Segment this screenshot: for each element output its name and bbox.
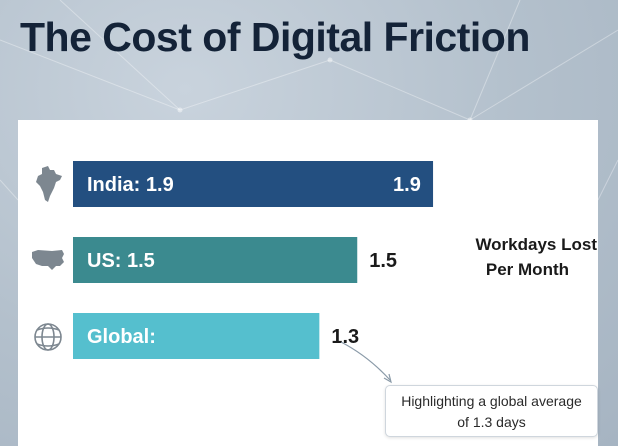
page-title: The Cost of Digital Friction bbox=[20, 14, 530, 60]
bar-chart: India: 1.9 1.9 US: 1.5 1.5 Global: 1.3 bbox=[32, 161, 434, 384]
annotation-arrowhead bbox=[383, 373, 392, 384]
india-map-icon bbox=[36, 166, 62, 202]
annotation-callout: Highlighting a global average of 1.3 day… bbox=[385, 385, 598, 437]
chart-panel: India: 1.9 1.9 US: 1.5 1.5 Global: 1.3 bbox=[18, 120, 598, 446]
series-label-line-2: Per Month bbox=[485, 260, 569, 279]
bar-india bbox=[73, 161, 434, 207]
annotation-line-1: Highlighting a global average bbox=[401, 393, 582, 409]
us-map-icon bbox=[32, 250, 64, 270]
value-label-global: 1.3 bbox=[331, 326, 359, 348]
annotation-arrow bbox=[340, 341, 391, 381]
bar-label-global: Global: bbox=[87, 326, 156, 348]
globe-icon bbox=[34, 323, 62, 351]
bar-global bbox=[73, 313, 320, 359]
bar-label-india: India: 1.9 bbox=[87, 174, 174, 196]
series-label: Workdays Lost Per Month bbox=[437, 232, 597, 282]
annotation-line-2: of 1.3 days bbox=[457, 414, 526, 430]
value-label-us: 1.5 bbox=[369, 250, 397, 272]
bar-us bbox=[73, 237, 358, 283]
value-label-india: 1.9 bbox=[393, 174, 421, 196]
series-label-line-1: Workdays Lost bbox=[475, 235, 597, 254]
bar-label-us: US: 1.5 bbox=[87, 250, 155, 272]
